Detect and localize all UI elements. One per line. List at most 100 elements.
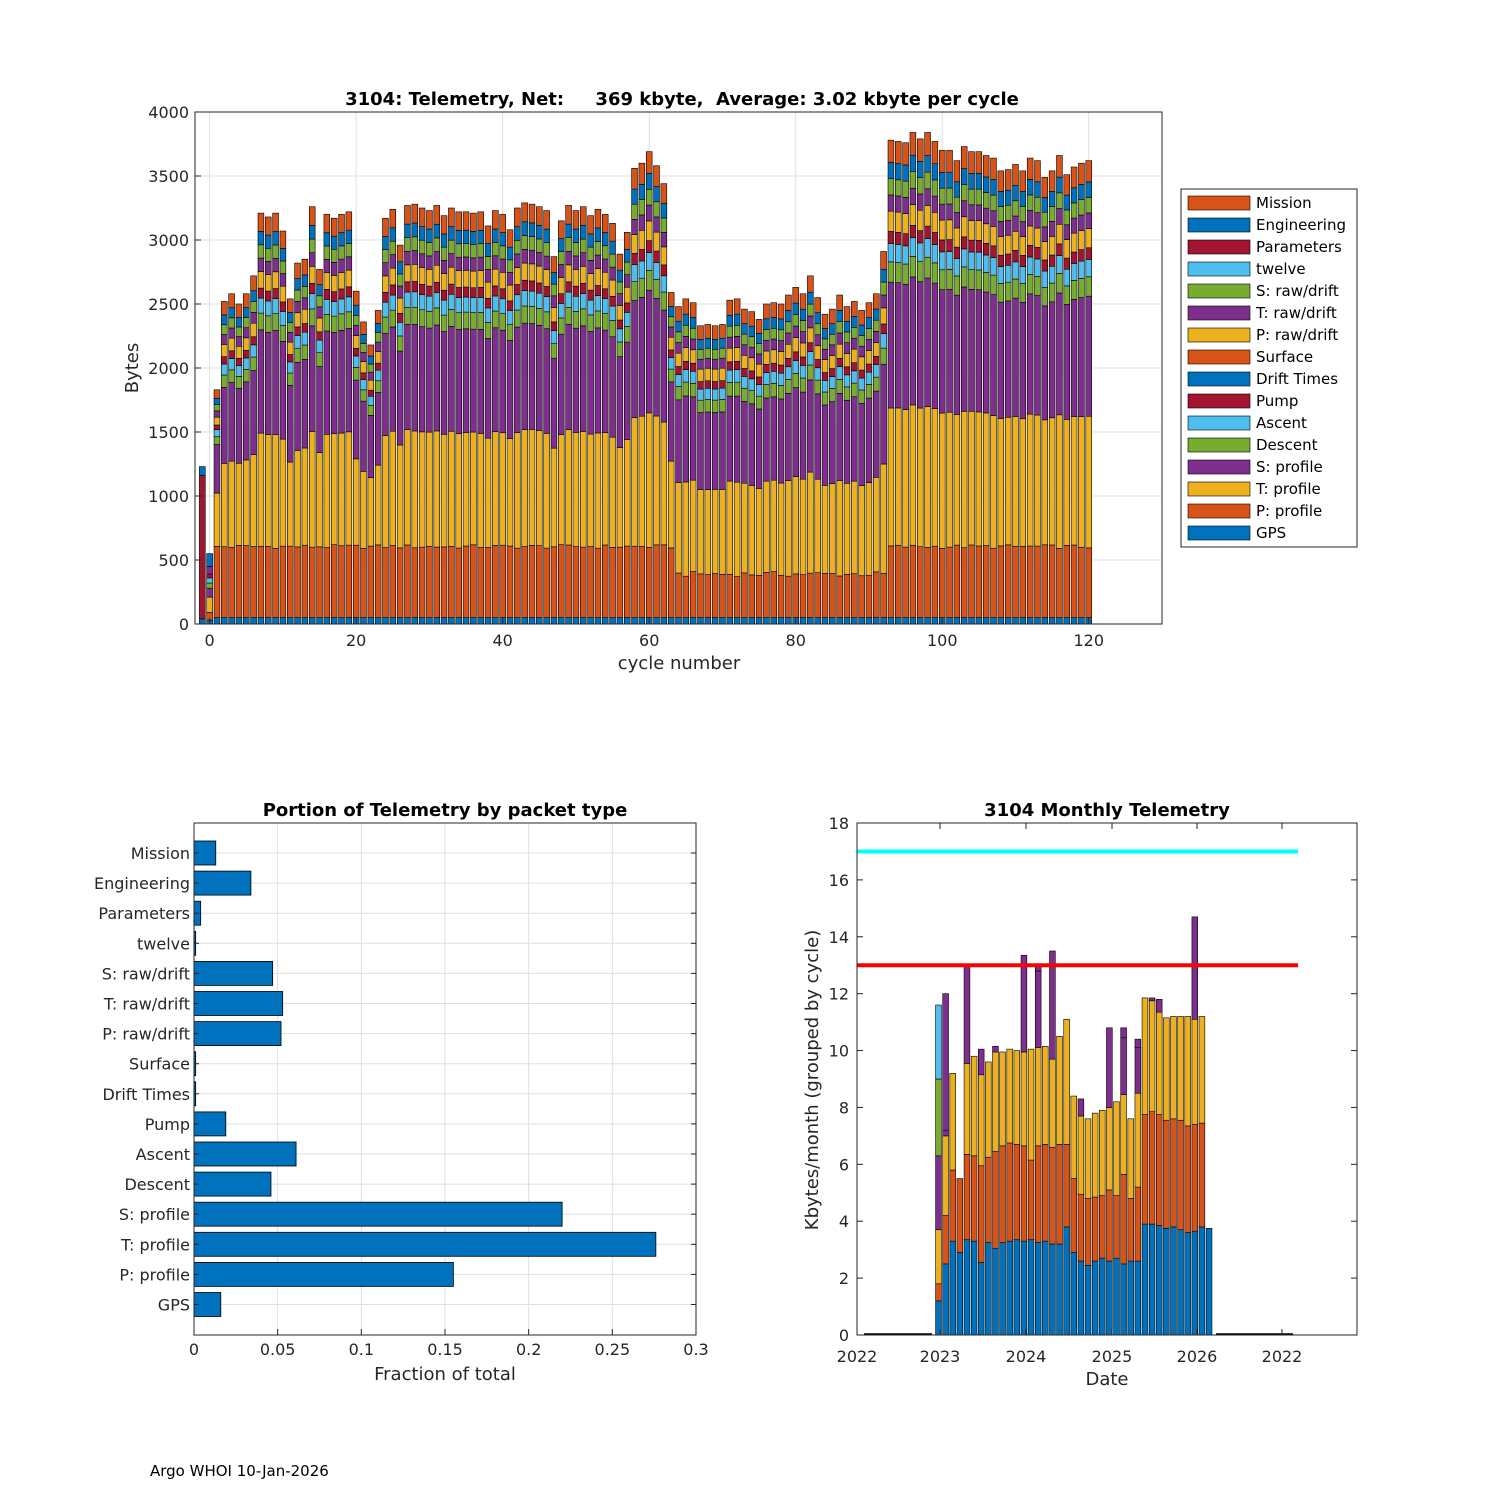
cycle-bar-segment-descent <box>213 436 221 445</box>
cycle-bar-segment-gps <box>301 617 309 625</box>
br-bars <box>864 916 1293 1336</box>
cycle-bar-segment-ascent <box>294 335 301 349</box>
cycle-bar-segment-descent <box>294 347 301 363</box>
cycle-bar-segment-p-profile <box>330 544 338 618</box>
cycle-bar-segment-s-raw-drift <box>799 320 807 332</box>
cycle-bar-segment-descent <box>990 274 997 295</box>
cycle-bar-segment-t-raw-drift <box>697 358 704 370</box>
cycle-bar-segment-p-profile <box>807 572 814 618</box>
cycle-bar-segment-pump <box>931 232 939 245</box>
cycle-bar-segment-pump <box>228 350 235 359</box>
cycle-bar-segment-engineering <box>902 164 909 182</box>
cycle-bar-segment-descent <box>396 335 404 352</box>
cycle-bar-segment-p-profile <box>645 547 653 618</box>
cycle-bar-segment-s-raw-drift <box>909 171 917 189</box>
cycle-bar <box>221 301 228 625</box>
cycle-bar-segment-t-raw-drift <box>294 301 301 314</box>
cycle-bar-segment-s-raw-drift <box>1041 211 1049 228</box>
bl-bar-t-profile <box>193 1231 657 1257</box>
cycle-bar-segment-mission <box>499 214 506 233</box>
cycle-bar-segment-gps <box>667 617 675 625</box>
month-bar <box>935 1004 942 1336</box>
month-bar-segment-p-profile <box>1106 1260 1113 1336</box>
cycle-bar-segment-pump <box>1019 255 1027 267</box>
month-bar-segment-p-profile <box>999 1242 1006 1336</box>
cycle-bar-segment-pump <box>565 281 572 293</box>
cycle-bar-segment-descent <box>221 374 228 388</box>
month-bar <box>1184 1016 1191 1336</box>
cycle-bar-segment-ascent <box>1019 266 1027 284</box>
cycle-bar <box>770 302 777 625</box>
cycle-bar-segment-t-profile <box>785 480 792 577</box>
cycle-bar-segment-mission <box>426 210 433 230</box>
bl-x-tick-label: 0.3 <box>683 1340 708 1359</box>
month-bar-segment-s-profile <box>1177 1016 1184 1121</box>
cycle-bar <box>404 205 411 625</box>
cycle-bar-segment-t-profile <box>711 489 719 574</box>
cycle-bar <box>440 215 448 625</box>
cycle-bar-segment-gps <box>616 617 624 625</box>
cycle-bar-segment-p-profile <box>323 547 331 618</box>
cycle-bar-segment-s-profile <box>836 393 843 481</box>
cycle-bar-segment-t-raw-drift <box>316 306 323 319</box>
cycle-bar-segment-p-raw-drift <box>433 264 440 283</box>
cycle-bar-segment-mission <box>755 319 763 334</box>
cycle-bar-segment-descent <box>770 383 777 398</box>
cycle-bar-segment-mission <box>836 294 843 311</box>
month-bar-segment-extra <box>942 993 949 1131</box>
month-bar-segment-p-profile <box>1084 1265 1092 1336</box>
cycle-bar-segment-descent <box>968 269 975 290</box>
cycle-bar <box>638 162 646 625</box>
cycle-bar-segment-mission <box>638 162 646 185</box>
cycle-bar-segment-pump <box>206 573 213 579</box>
cycle-bar <box>265 216 272 625</box>
cycle-bar-segment-ascent <box>895 244 902 263</box>
month-bar <box>1056 1036 1063 1336</box>
br-x-tick-label: 2024 <box>1006 1347 1047 1366</box>
cycle-bar-segment-gps <box>719 617 726 625</box>
cycle-bar-segment-t-profile <box>404 429 411 546</box>
cycle-bar-segment-t-raw-drift <box>990 210 997 227</box>
cycle-bar-segment-engineering <box>821 328 829 340</box>
cycle-bar-segment-s-raw-drift <box>250 301 257 313</box>
cycle-bar-segment-pump <box>1034 247 1041 260</box>
bl-chart-title: Portion of Telemetry by packet type <box>263 800 628 821</box>
cycle-bar <box>550 256 558 625</box>
cycle-bar-segment-s-raw-drift <box>968 188 975 206</box>
month-bar-segment-s-profile <box>1113 1101 1120 1196</box>
cycle-bar-segment-mission <box>946 150 953 173</box>
cycle-bar-segment-engineering <box>682 313 690 326</box>
cycle-bar-segment-mission <box>997 170 1005 192</box>
cycle-bar-segment-p-raw-drift <box>543 269 550 287</box>
cycle-bar-segment-ascent <box>968 251 975 270</box>
month-bar-segment-p-profile <box>956 1252 964 1336</box>
cycle-bar-segment-engineering <box>323 232 331 247</box>
cycle-bar-segment-gps <box>829 617 836 625</box>
cycle-bar-segment-s-raw-drift <box>924 171 931 190</box>
month-bar-segment-extra <box>1134 1038 1142 1049</box>
cycle-bar-segment-s-profile <box>213 444 221 494</box>
month-bar-segment-descent <box>935 1155 942 1231</box>
cycle-bar-segment-p-raw-drift <box>316 317 323 333</box>
cycle-bar-segment-p-profile <box>477 547 484 618</box>
cycle-bar-segment-pump <box>763 364 770 373</box>
cycle-bar-segment-s-raw-drift <box>433 237 440 252</box>
cycle-bar-segment-ascent <box>580 293 587 310</box>
month-bar-segment-t-profile <box>1084 1198 1092 1266</box>
cycle-bar-segment-s-raw-drift <box>323 245 331 260</box>
cycle-bar-segment-engineering <box>572 228 580 243</box>
cycle-bar-segment-s-profile <box>785 393 792 481</box>
cycle-bar-segment-t-raw-drift <box>572 255 580 270</box>
cycle-bar-segment-mission <box>477 211 484 231</box>
cycle-bar-segment-engineering <box>602 232 609 247</box>
legend-swatch-pump <box>1187 393 1251 409</box>
cycle-bar-segment-gps <box>711 617 719 625</box>
cycle-bar-segment-s-raw-drift <box>294 289 301 302</box>
cycle-bar-segment-t-profile <box>653 415 660 546</box>
cycle-bar-segment-engineering <box>711 339 719 350</box>
cycle-bar-segment-t-profile <box>338 432 345 547</box>
cycle-bar-segment-s-profile <box>521 322 528 431</box>
month-bar-segment-p-profile <box>1198 1226 1206 1336</box>
cycle-bar-segment-p-raw-drift <box>623 286 631 304</box>
cycle-bar-segment-pump <box>235 357 243 366</box>
